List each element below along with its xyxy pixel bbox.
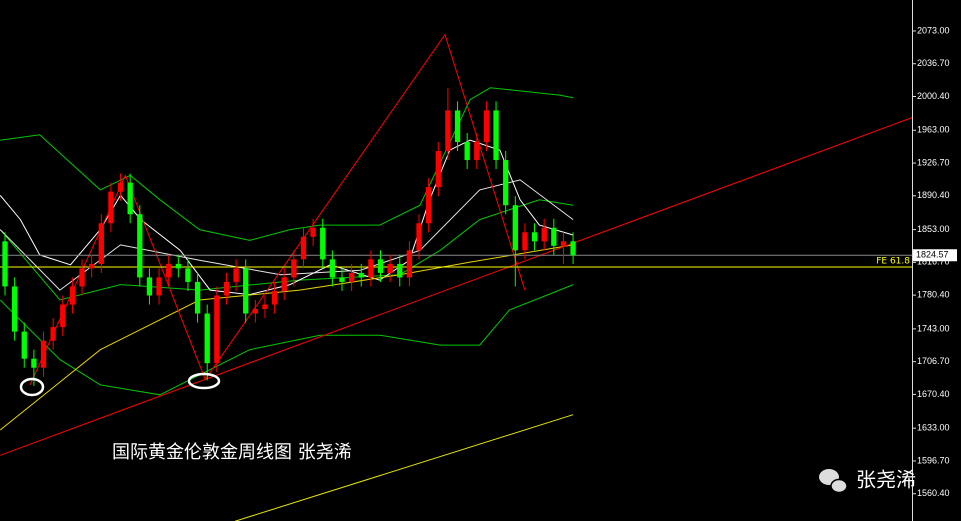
- indicator-line: [0, 117, 913, 456]
- candle-body: [175, 263, 181, 269]
- price-label: 1824.57: [916, 250, 949, 260]
- candle-body: [531, 232, 538, 242]
- candle-body: [233, 268, 239, 282]
- candle-body: [243, 268, 249, 314]
- y-tick-label: 2036.70: [917, 58, 950, 68]
- candle-body: [406, 250, 413, 278]
- y-tick-label: 1670.40: [917, 389, 950, 399]
- candle-body: [281, 277, 287, 291]
- candle-body: [194, 281, 201, 314]
- candle-body: [560, 241, 567, 246]
- candle-body: [223, 281, 230, 296]
- candle-body: [310, 227, 316, 237]
- candle-body: [252, 309, 258, 314]
- y-tick-label: 1780.40: [917, 289, 950, 299]
- plot: [0, 33, 913, 521]
- candle-body: [474, 142, 480, 161]
- candle-body: [570, 241, 576, 256]
- candle-body: [214, 295, 220, 364]
- candle-body: [166, 263, 172, 278]
- y-tick-label: 1706.70: [917, 356, 950, 366]
- candle-body: [358, 272, 364, 278]
- candle-body: [60, 304, 66, 328]
- candle-body: [137, 214, 143, 278]
- candle-body: [493, 110, 499, 161]
- candle-body: [185, 268, 191, 282]
- candle-body: [40, 340, 47, 368]
- candle-body: [69, 286, 76, 305]
- candle-body: [522, 232, 528, 251]
- candle-body: [117, 182, 124, 192]
- y-tick-label: 2000.40: [917, 91, 950, 101]
- candle-body: [503, 160, 509, 206]
- candle-body: [21, 331, 27, 359]
- candle-body: [483, 110, 490, 143]
- candle-body: [127, 182, 133, 215]
- y-tick-label: 1890.40: [917, 190, 950, 200]
- y-tick-label: 1963.00: [917, 125, 950, 135]
- candle-body: [435, 151, 441, 188]
- candle-body: [2, 241, 8, 287]
- candle-body: [204, 313, 210, 364]
- indicator-line: [0, 284, 574, 396]
- candle-body: [50, 327, 56, 341]
- candle-body: [146, 277, 153, 296]
- candle-body: [271, 290, 278, 305]
- candle-body: [454, 110, 461, 143]
- candle-body: [339, 277, 345, 282]
- candle-body: [512, 205, 518, 251]
- indicator-line: [0, 87, 574, 241]
- y-tick-label: 1560.40: [917, 488, 950, 498]
- candle-body: [445, 110, 451, 152]
- y-tick-label: 1926.70: [917, 157, 950, 167]
- indicator-line: [0, 139, 574, 296]
- candle-body: [31, 358, 37, 368]
- indicator-line: [234, 414, 574, 521]
- marker-ring: [187, 372, 221, 390]
- candle-body: [377, 259, 384, 273]
- fe-level-label: FE 61.8: [876, 256, 910, 266]
- y-tick-label: 1743.00: [917, 323, 950, 333]
- y-tick-label: 1596.70: [917, 455, 950, 465]
- indicator-line: [29, 33, 526, 386]
- candle-body: [156, 277, 162, 296]
- chart-title: 国际黄金伦敦金周线图 张尧浠: [112, 442, 352, 463]
- candle-body: [11, 286, 18, 332]
- candle-body: [541, 227, 547, 242]
- candle-body: [108, 191, 114, 224]
- candle-body: [348, 272, 355, 282]
- candle-body: [262, 304, 268, 310]
- y-tick-label: 1633.00: [917, 423, 950, 433]
- watermark: 张尧浠: [856, 468, 916, 492]
- candle-body: [291, 259, 297, 278]
- candle-body: [397, 263, 403, 278]
- candle-body: [89, 263, 95, 269]
- candle-body: [387, 263, 393, 273]
- candle-body: [98, 223, 104, 264]
- candle-body: [416, 223, 422, 251]
- marker-ring: [19, 377, 45, 397]
- candle-body: [368, 259, 374, 278]
- wechat-icon: [819, 469, 848, 494]
- candle-body: [464, 142, 470, 161]
- y-tick-label: 1816.70: [917, 257, 950, 267]
- candle-body: [300, 236, 307, 260]
- candle-body: [329, 259, 336, 278]
- candle-body: [320, 227, 326, 260]
- indicator-line: [0, 244, 574, 431]
- price-box: [913, 249, 957, 262]
- y-tick-label: 1853.00: [917, 224, 950, 234]
- candle-body: [79, 268, 85, 287]
- y-tick-label: 2073.00: [917, 25, 950, 35]
- candle-body: [426, 187, 432, 224]
- candle-body: [551, 227, 557, 246]
